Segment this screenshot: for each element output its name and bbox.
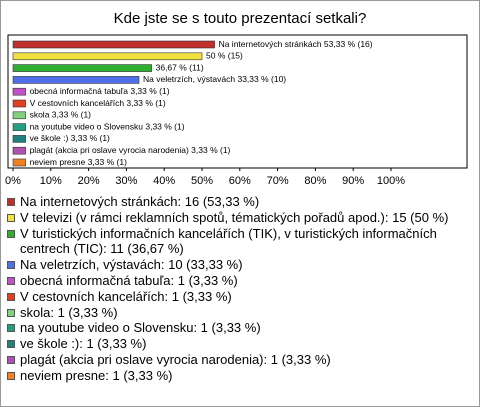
legend-swatch [7, 213, 15, 222]
bar-label: 36,67 % (11) [156, 62, 204, 72]
legend-swatch [7, 229, 15, 238]
bar [12, 135, 26, 143]
plot-frame [7, 34, 468, 169]
legend-swatch [7, 261, 15, 270]
legend-label: V cestovních kancelářích: 1 (3,33 %) [20, 288, 232, 304]
chart: Kde jste se s touto prezentací setkali? … [5, 10, 468, 187]
bar-label: V cestovních kancelářích 3,33 % (1) [30, 98, 166, 108]
bar-label: 50 % (15) [206, 51, 243, 61]
legend-item: Na veletrzích, výstavách: 10 (33,33 %) [7, 257, 473, 273]
bar [12, 99, 26, 108]
x-tick-label: 40% [153, 175, 175, 187]
bar-label: Na veletrzích, výstavách 33,33 % (10) [143, 74, 286, 84]
bar-label: obecná informačná tabuľa 3,33 % (1) [30, 86, 170, 96]
x-tick-label: 10% [40, 175, 62, 187]
legend-label: V turistických informačních kancelářích … [20, 225, 437, 257]
legend-item: V turistických informačních kancelářích … [7, 226, 473, 258]
bar-label: plagát (akcia pri oslave vyrocia naroden… [30, 145, 231, 155]
x-tick-label: 60% [229, 175, 251, 187]
legend-item: V televizi (v rámci reklamních spotů, té… [7, 210, 473, 226]
x-tick-label: 80% [304, 175, 326, 187]
legend-swatch [7, 198, 15, 206]
x-tick-label: 0% [5, 175, 21, 187]
legend-label: skola: 1 (3,33 %) [20, 304, 118, 320]
bar [12, 111, 26, 120]
legend-label: ve škole :): 1 (3,33 %) [20, 336, 147, 352]
x-tick-label: 30% [115, 175, 137, 187]
bar [12, 76, 140, 84]
bar [12, 40, 215, 49]
bar [12, 123, 26, 131]
x-tick-label: 50% [191, 175, 213, 187]
legend-item: skola: 1 (3,33 %) [7, 305, 473, 321]
bar-label: neviem presne 3,33 % (1) [30, 157, 127, 167]
legend-label: V televizi (v rámci reklamních spotů, té… [20, 209, 449, 225]
legend-swatch [7, 308, 15, 317]
legend-swatch [7, 324, 15, 333]
bar-label: na youtube video o Slovensku 3,33 % (1) [30, 121, 185, 131]
bar [12, 158, 26, 167]
bar-label: ve škole :) 3,33 % (1) [30, 133, 110, 143]
legend-item: Na internetových stránkách: 16 (53,33 %) [7, 194, 473, 210]
bar [12, 64, 152, 72]
legend-item: ve škole :): 1 (3,33 %) [7, 336, 473, 352]
bar [12, 52, 203, 61]
legend-label: plagát (akcia pri oslave vyrocia naroden… [20, 351, 331, 367]
legend-item: plagát (akcia pri oslave vyrocia naroden… [7, 352, 473, 368]
legend-label: obecná informačná tabuľa: 1 (3,33 %) [20, 272, 238, 288]
legend-item: V cestovních kancelářích: 1 (3,33 %) [7, 289, 473, 305]
x-tick-label: 100% [377, 175, 405, 187]
x-tick-label: 20% [78, 175, 100, 187]
x-tick-label: 70% [267, 175, 289, 187]
legend-swatch [7, 340, 15, 349]
legend-label: neviem presne: 1 (3,33 %) [20, 367, 173, 383]
legend: Na internetových stránkách: 16 (53,33 %)… [7, 194, 473, 384]
legend-label: Na veletrzích, výstavách: 10 (33,33 %) [20, 257, 243, 273]
legend-swatch [7, 355, 15, 364]
bar [12, 146, 26, 155]
legend-item: neviem presne: 1 (3,33 %) [7, 368, 473, 384]
legend-swatch [7, 371, 15, 380]
legend-label: Na internetových stránkách: 16 (53,33 %) [20, 194, 260, 209]
x-tick-label: 90% [342, 175, 364, 187]
legend-swatch [7, 292, 15, 301]
legend-swatch [7, 276, 15, 285]
legend-item: obecná informačná tabuľa: 1 (3,33 %) [7, 273, 473, 289]
bar-label: Na internetových stránkách 53,33 % (16) [219, 39, 373, 49]
legend-label: na youtube video o Slovensku: 1 (3,33 %) [20, 320, 261, 336]
chart-title: Kde jste se s touto prezentací setkali? [114, 10, 367, 27]
bar [12, 87, 26, 96]
legend-item: na youtube video o Slovensku: 1 (3,33 %) [7, 320, 473, 336]
bar-label: skola 3,33 % (1) [30, 110, 92, 120]
